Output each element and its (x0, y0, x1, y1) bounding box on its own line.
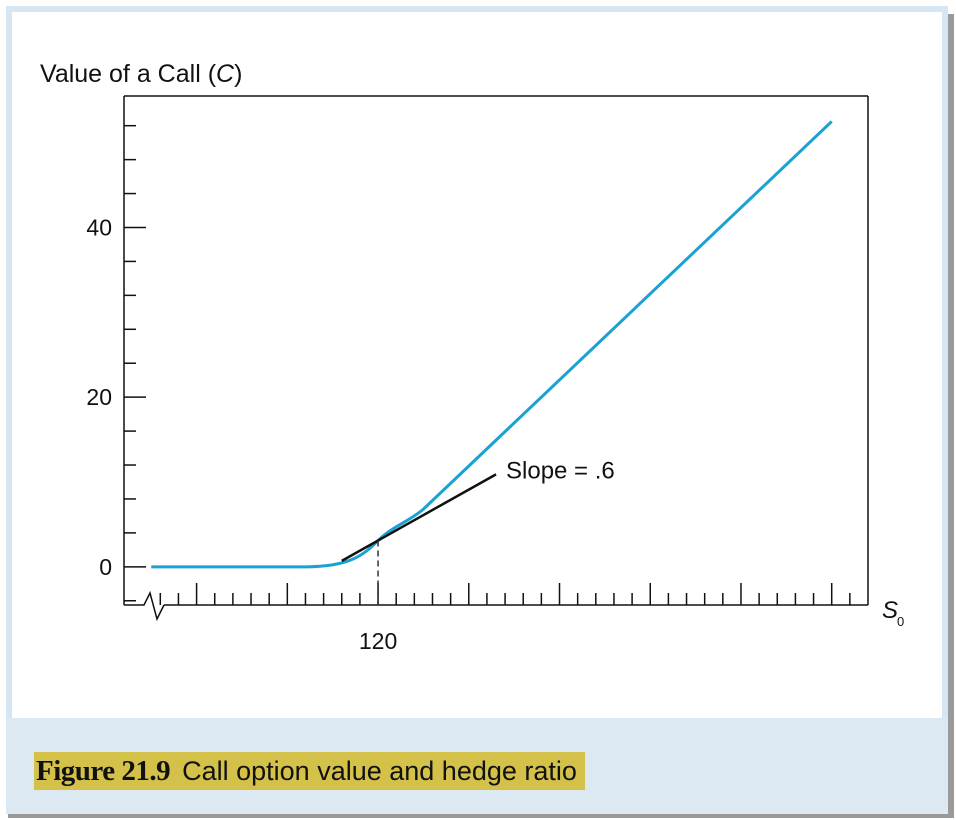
y-tick-label: 20 (86, 384, 112, 410)
x-label-main: S (882, 597, 898, 624)
tangent-line (341, 473, 497, 562)
figure-caption: Figure 21.9 Call option value and hedge … (34, 752, 585, 790)
figure-number: Figure 21.9 (36, 754, 171, 787)
call-value-curve (151, 120, 833, 569)
plot-frame (123, 95, 869, 622)
y-axis-label: Value of a Call (C) (40, 60, 242, 88)
y-label-variable: C (216, 60, 235, 88)
y-label-suffix: ) (234, 60, 242, 88)
x-label-subscript: 0 (897, 614, 904, 629)
chart-marks: Slope = .6 (151, 120, 833, 605)
slope-annotation: Slope = .6 (506, 457, 615, 484)
figure-title: Call option value and hedge ratio (182, 755, 577, 786)
y-tick-label: 0 (99, 554, 112, 580)
y-label-prefix: Value of a Call ( (40, 60, 217, 88)
chart-panel (12, 12, 942, 718)
axis-break-mark (124, 590, 165, 622)
x-axis-label: S 0 (882, 597, 904, 629)
y-tick-label: 40 (86, 214, 112, 240)
x-axis-ticks: 120 (159, 583, 851, 654)
y-axis-ticks: 0 20 40 (86, 124, 146, 602)
x-tick-label: 120 (359, 628, 397, 654)
svg-text:Value of a Call (C): Value of a Call (C) (40, 60, 242, 88)
